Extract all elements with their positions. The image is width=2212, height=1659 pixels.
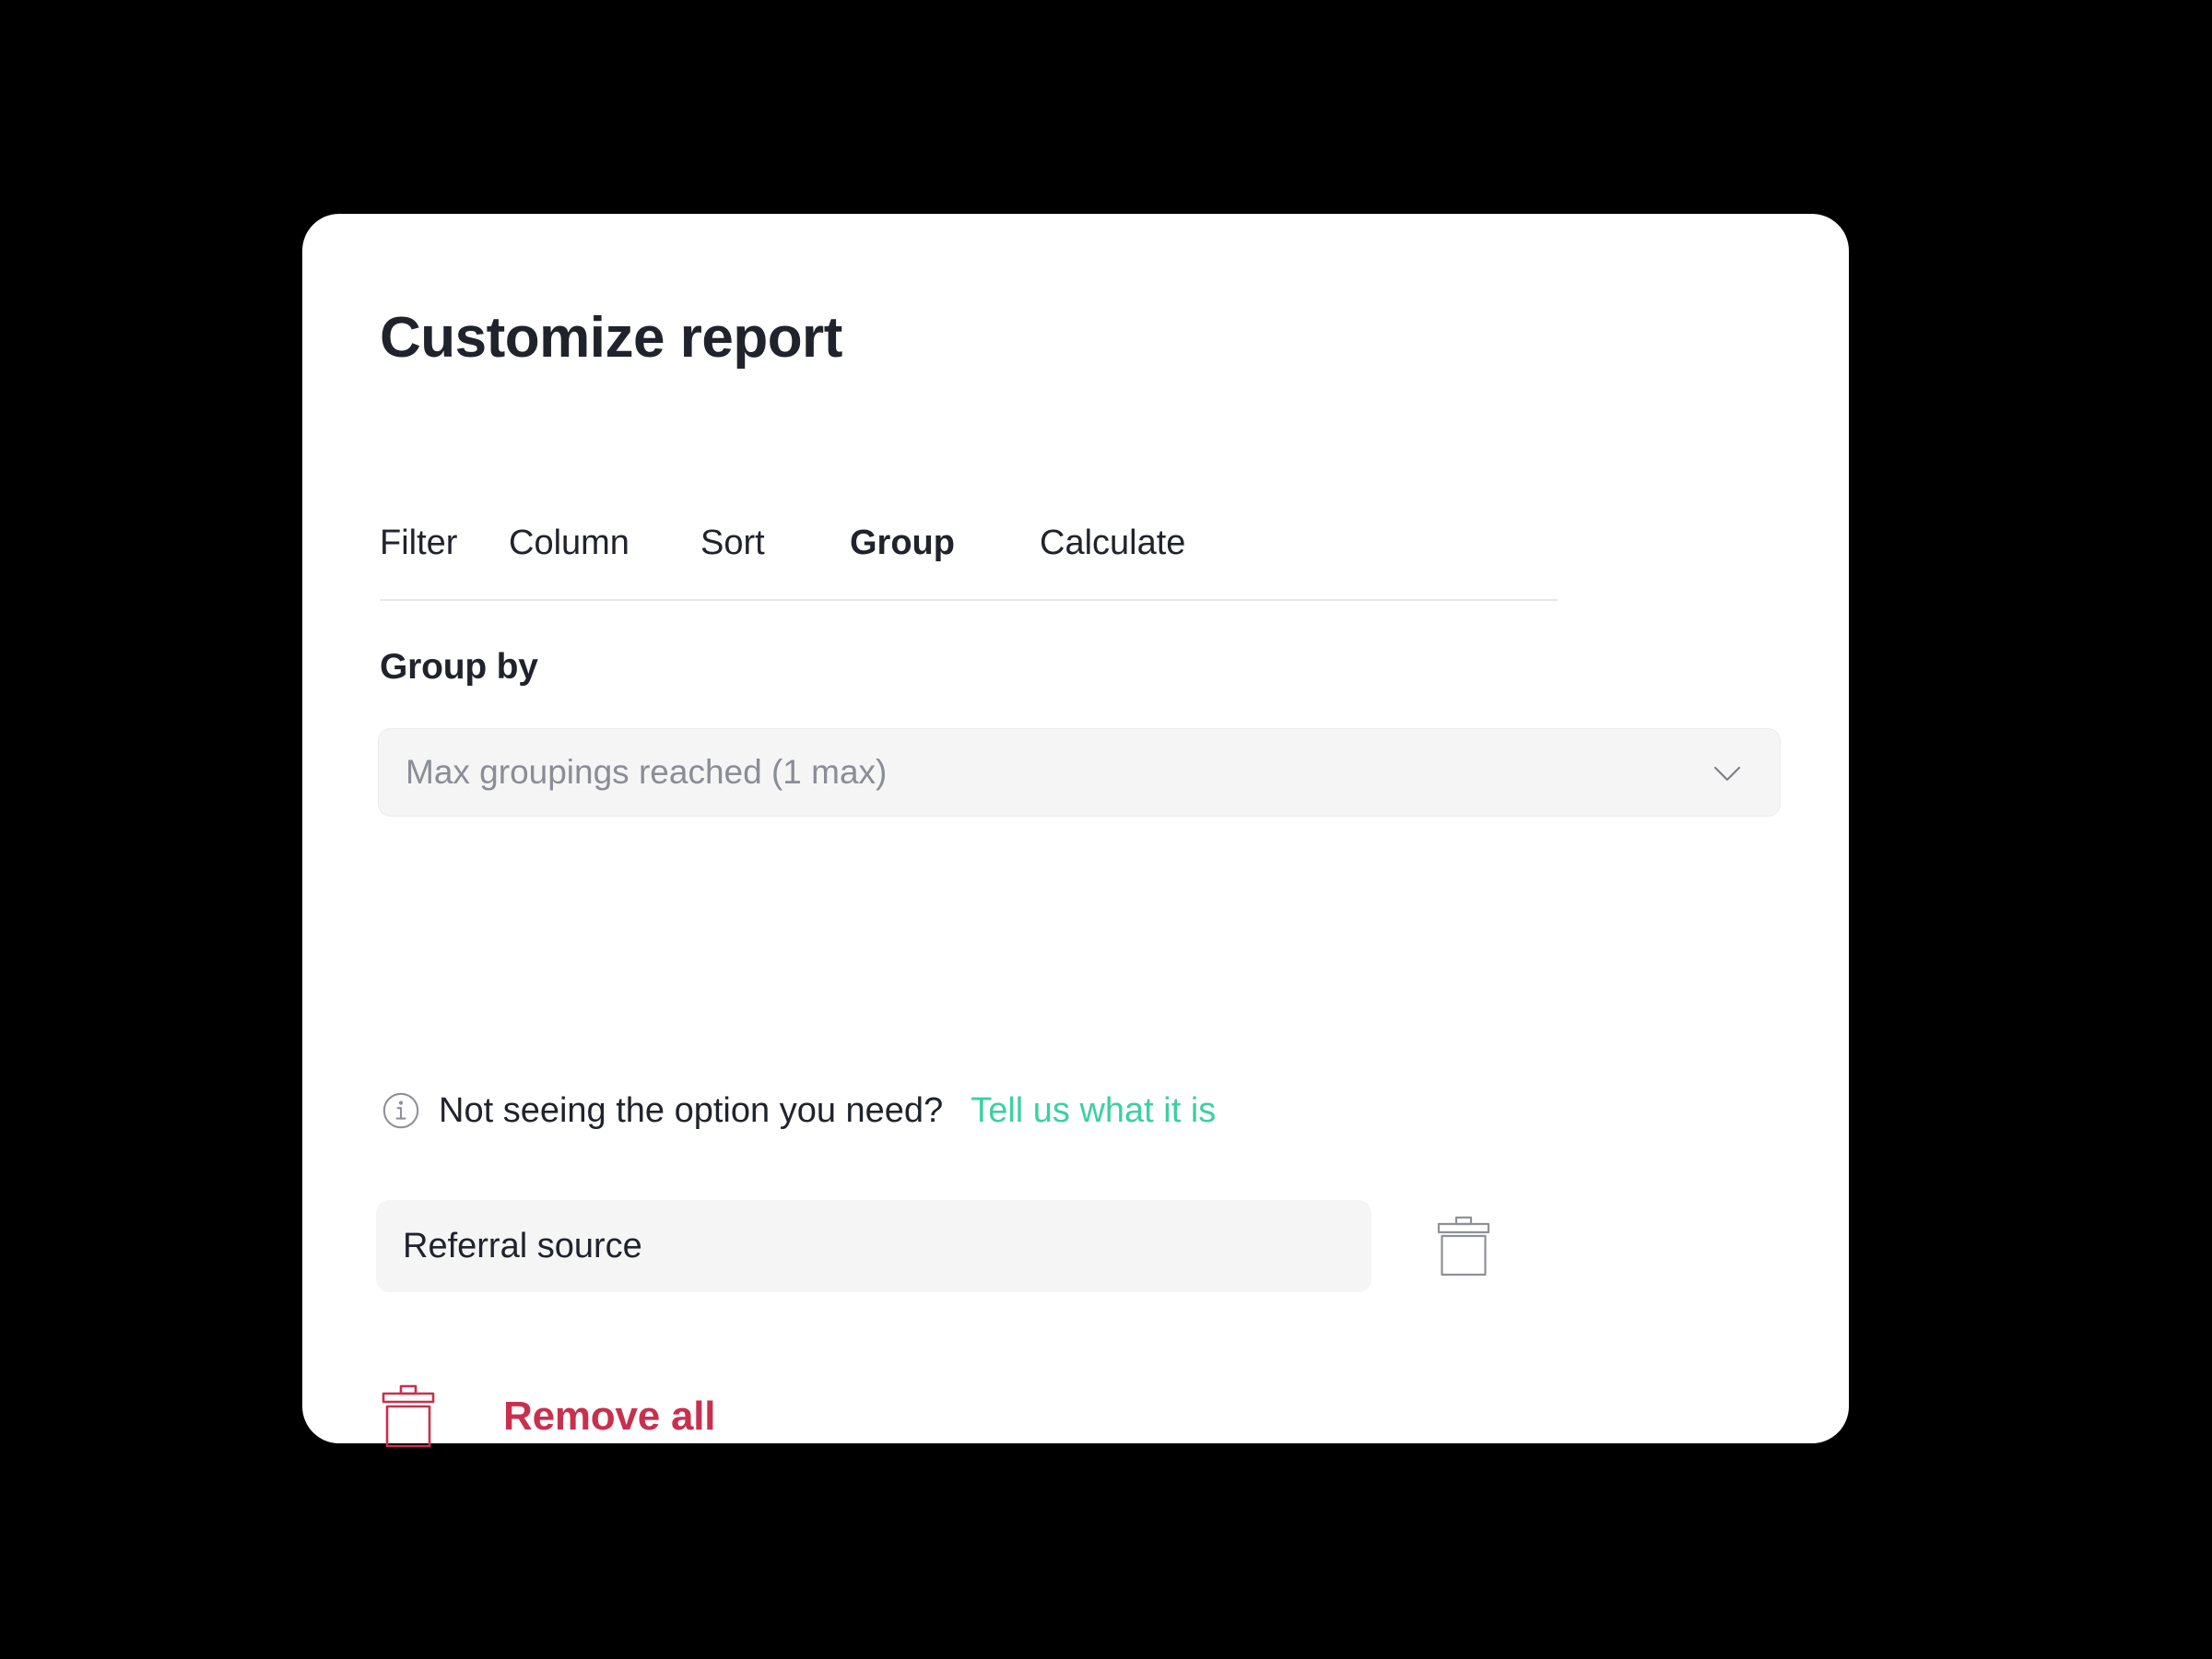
- tab-bar: Filter Column Sort Group Calculate: [380, 520, 1558, 601]
- tab-column[interactable]: Column: [509, 524, 629, 562]
- page-title: Customize report: [380, 306, 842, 370]
- remove-all-button[interactable]: Remove all: [380, 1382, 716, 1451]
- remove-all-label: Remove all: [503, 1394, 716, 1439]
- group-by-dropdown[interactable]: Max groupings reached (1 max): [378, 728, 1781, 817]
- tab-calculate[interactable]: Calculate: [1040, 524, 1186, 562]
- tell-us-link[interactable]: Tell us what it is: [971, 1091, 1217, 1130]
- chevron-down-icon: [1706, 751, 1748, 794]
- trash-icon: [380, 1382, 437, 1451]
- group-by-heading: Group by: [380, 647, 538, 687]
- tab-group[interactable]: Group: [850, 524, 955, 562]
- missing-option-hint: Not seeing the option you need? Tell us …: [382, 1089, 1216, 1132]
- tab-sort[interactable]: Sort: [700, 524, 765, 562]
- customize-report-card: Customize report Filter Column Sort Grou…: [302, 214, 1849, 1448]
- tab-filter[interactable]: Filter: [380, 524, 458, 562]
- missing-option-text: Not seeing the option you need?: [439, 1091, 944, 1130]
- group-by-dropdown-value: Max groupings reached (1 max): [406, 753, 888, 791]
- grouping-list: Referral source: [376, 1200, 1759, 1292]
- grouping-item-referral-source[interactable]: Referral source: [376, 1200, 1371, 1292]
- grouping-delete-button[interactable]: [1433, 1213, 1494, 1279]
- grouping-item-label: Referral source: [403, 1226, 642, 1265]
- info-circle-icon: [382, 1091, 420, 1130]
